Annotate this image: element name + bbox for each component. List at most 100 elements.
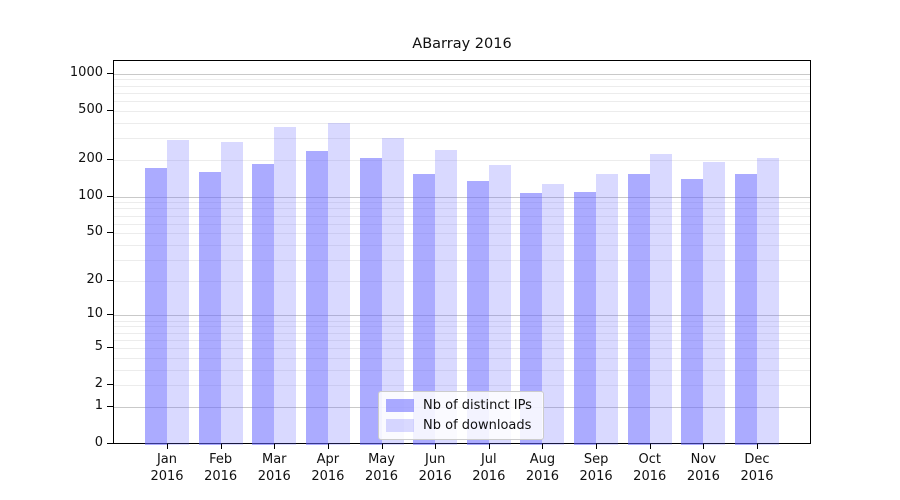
- x-tick-label-may: May 2016: [364, 452, 399, 484]
- plot-area: [113, 60, 811, 445]
- x-tick-label-mar: Mar 2016: [257, 452, 291, 484]
- bar-nb-of-distinct-ips-feb: [198, 171, 221, 445]
- y-tick-mark: [107, 72, 113, 74]
- gridline-minor: [114, 347, 810, 349]
- x-tick-label-feb: Feb 2016: [204, 452, 238, 484]
- x-tick-label-dec: Dec 2016: [740, 452, 774, 484]
- x-tick-label-aug: Aug 2016: [525, 452, 559, 484]
- gridline-minor: [114, 223, 810, 225]
- legend-label-distinct-ips: Nb of distinct IPs: [423, 398, 532, 413]
- legend: Nb of distinct IPs Nb of downloads: [378, 391, 544, 440]
- y-tick-mark: [107, 195, 113, 197]
- y-tick-mark: [107, 232, 113, 234]
- bar-nb-of-distinct-ips-jan: [145, 168, 167, 445]
- bar-nb-of-distinct-ips-mar: [252, 163, 275, 445]
- gridline-minor: [114, 138, 810, 140]
- legend-entry-downloads: Nb of downloads: [386, 418, 535, 433]
- x-tick-mark: [649, 444, 651, 449]
- bar-nb-of-downloads-aug: [542, 183, 565, 445]
- gridline-minor: [114, 280, 810, 282]
- x-tick-mark: [327, 444, 329, 449]
- bar-nb-of-distinct-ips-may: [359, 157, 382, 445]
- gridline-minor: [114, 369, 810, 371]
- y-tick-label: 10: [86, 306, 103, 322]
- gridline-minor: [114, 339, 810, 341]
- x-tick-label-jan: Jan 2016: [150, 452, 184, 484]
- y-tick-label: 20: [86, 271, 103, 287]
- gridline-minor: [114, 79, 810, 81]
- legend-entry-distinct-ips: Nb of distinct IPs: [386, 398, 535, 413]
- x-tick-mark: [542, 444, 544, 449]
- bar-nb-of-distinct-ips-sep: [574, 191, 597, 445]
- chart-title: ABarray 2016: [412, 36, 512, 52]
- bar-nb-of-distinct-ips-jun: [413, 174, 436, 445]
- bar-nb-of-distinct-ips-apr: [305, 151, 328, 445]
- x-tick-mark: [435, 444, 437, 449]
- y-tick-mark: [107, 346, 113, 348]
- gridline-minor: [114, 244, 810, 246]
- gridline-major: [114, 73, 810, 75]
- gridline-minor: [114, 208, 810, 210]
- x-tick-mark: [488, 444, 490, 449]
- y-tick-label: 5: [94, 338, 103, 354]
- x-tick-label-sep: Sep 2016: [579, 452, 613, 484]
- x-tick-mark: [167, 444, 168, 449]
- x-tick-mark: [757, 444, 758, 449]
- legend-label-downloads: Nb of downloads: [423, 418, 532, 433]
- bar-nb-of-distinct-ips-dec: [735, 174, 757, 445]
- bar-nb-of-downloads-nov: [703, 161, 726, 445]
- y-tick-label: 0: [94, 435, 103, 450]
- gridline-minor: [114, 85, 810, 87]
- gridline-minor: [114, 233, 810, 235]
- bar-nb-of-downloads-jul: [488, 164, 511, 445]
- gridline-major: [114, 196, 810, 198]
- bar-nb-of-downloads-feb: [220, 142, 243, 445]
- gridline-minor: [114, 320, 810, 322]
- bar-nb-of-downloads-oct: [649, 154, 672, 445]
- x-tick-label-jul: Jul 2016: [472, 452, 506, 484]
- y-tick-mark: [107, 279, 113, 281]
- gridline-minor: [114, 92, 810, 94]
- bar-nb-of-distinct-ips-nov: [681, 178, 704, 445]
- bar-nb-of-downloads-apr: [327, 122, 350, 445]
- gridline-minor: [114, 159, 810, 161]
- legend-swatch-downloads: [386, 419, 414, 432]
- y-tick-label: 500: [78, 101, 103, 117]
- y-tick-label: 1000: [69, 64, 103, 80]
- bar-nb-of-downloads-may: [381, 137, 404, 445]
- x-tick-label-jun: Jun 2016: [418, 452, 452, 484]
- x-tick-label-nov: Nov 2016: [686, 452, 720, 484]
- y-tick-label: 1: [94, 397, 103, 413]
- x-tick-label-apr: Apr 2016: [311, 452, 345, 484]
- y-tick-label: 200: [78, 150, 103, 166]
- gridline-minor: [114, 326, 810, 328]
- gridline-minor: [114, 101, 810, 103]
- bar-nb-of-downloads-mar: [274, 127, 297, 445]
- gridline-minor: [114, 122, 810, 124]
- x-tick-mark: [596, 444, 598, 449]
- y-tick-mark: [107, 405, 113, 407]
- gridline-minor: [114, 110, 810, 112]
- gridline-minor: [114, 332, 810, 334]
- gridline-minor: [114, 357, 810, 359]
- x-tick-mark: [274, 444, 276, 449]
- bar-nb-of-downloads-jan: [167, 139, 189, 445]
- y-tick-mark: [107, 158, 113, 160]
- y-tick-mark: [107, 314, 113, 316]
- y-tick-mark: [107, 109, 113, 111]
- x-tick-label-oct: Oct 2016: [633, 452, 667, 484]
- y-tick-label: 2: [94, 376, 103, 392]
- y-tick-label: 100: [78, 187, 103, 203]
- legend-swatch-distinct-ips: [386, 399, 414, 412]
- gridline-minor: [114, 385, 810, 387]
- bar-nb-of-downloads-sep: [596, 173, 619, 445]
- x-tick-mark: [703, 444, 705, 449]
- gridline-minor: [114, 202, 810, 204]
- gridline-minor: [114, 215, 810, 217]
- gridline-minor: [114, 259, 810, 261]
- bar-nb-of-downloads-dec: [757, 157, 779, 445]
- y-tick-mark: [107, 384, 113, 386]
- bar-nb-of-distinct-ips-jul: [466, 180, 489, 445]
- x-tick-mark: [220, 444, 222, 449]
